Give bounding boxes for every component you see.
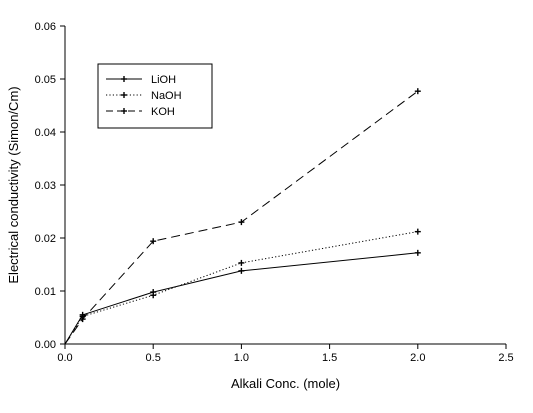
x-tick-label: 2.5	[498, 352, 513, 364]
series-line-koh	[64, 90, 419, 345]
y-tick-label: 0.05	[35, 74, 56, 86]
x-tick-label: 0.0	[57, 352, 72, 364]
x-axis-title: Alkali Conc. (mole)	[231, 376, 340, 391]
y-axis-title: Electrical conductivity (Simon/Cm)	[6, 86, 21, 283]
data-point-koh	[150, 238, 157, 245]
series-naoh	[64, 228, 421, 345]
series-layer	[64, 88, 421, 345]
y-tick-label: 0.01	[35, 286, 56, 298]
y-tick-label: 0.00	[35, 339, 56, 351]
legend-marker-lioh	[121, 76, 127, 82]
x-tick-label: 0.5	[146, 352, 161, 364]
y-tick-label: 0.06	[35, 21, 56, 33]
x-tick-label: 2.0	[410, 352, 425, 364]
data-point-koh	[414, 88, 421, 95]
data-point-koh	[238, 219, 245, 226]
series-lioh	[64, 249, 421, 345]
legend-marker-koh	[121, 108, 127, 114]
legend-label-koh: KOH	[151, 106, 175, 118]
axes: 0.0 0.5 1.0 1.5 2.0 2.5 0.00 0.01 0.02 0.03 0.04 0.…	[35, 21, 514, 364]
legend-label-naoh: NaOH	[151, 90, 182, 102]
data-point-lioh	[414, 249, 421, 256]
y-tick-label: 0.04	[35, 127, 56, 139]
data-point-naoh	[150, 292, 157, 299]
x-tick-label: 1.5	[322, 352, 337, 364]
y-tick-label: 0.02	[35, 233, 56, 245]
series-koh	[64, 88, 421, 345]
legend-marker-naoh	[121, 92, 127, 98]
y-tick-label: 0.03	[35, 180, 56, 192]
data-point-naoh	[238, 259, 245, 266]
series-line-lioh	[64, 252, 418, 345]
x-tick-label: 1.0	[234, 352, 249, 364]
data-point-naoh	[414, 228, 421, 235]
legend: LiOH NaOH KOH	[97, 63, 213, 129]
data-point-lioh	[238, 267, 245, 274]
data-point-koh	[79, 316, 86, 323]
legend-label-lioh: LiOH	[151, 74, 176, 86]
legend-box	[97, 63, 213, 129]
series-line-naoh	[64, 231, 418, 345]
